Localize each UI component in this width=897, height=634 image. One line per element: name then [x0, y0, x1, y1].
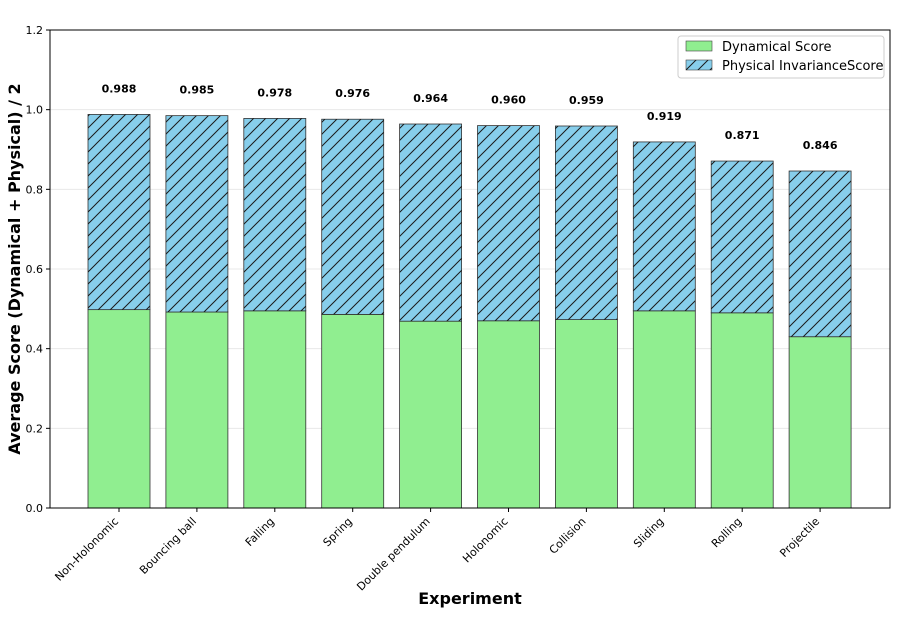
x-tick-label: Collision	[547, 515, 589, 557]
bar-physical-invariance-hatch	[789, 171, 852, 337]
y-tick-label: 0.6	[26, 263, 44, 276]
y-axis-title: Average Score (Dynamical + Physical) / 2	[5, 83, 24, 454]
x-tick-label: Rolling	[709, 515, 744, 550]
bar-total-label: 0.919	[647, 110, 682, 123]
bar-dynamical-score	[477, 320, 540, 509]
bar-total-label: 0.985	[180, 84, 215, 97]
bar-total-label: 0.964	[413, 92, 448, 105]
bar-dynamical-score	[243, 310, 307, 509]
bar-physical-invariance-hatch	[88, 114, 150, 310]
legend-swatch-physical-hatch	[686, 60, 712, 70]
bar-total-label: 0.960	[491, 94, 526, 107]
bar-physical-invariance-hatch	[555, 125, 618, 320]
bar-dynamical-score	[399, 320, 463, 509]
y-tick-label: 1.0	[26, 104, 44, 117]
x-tick-label: Falling	[243, 515, 277, 549]
bar-dynamical-score	[710, 312, 774, 509]
bar-total-label: 0.959	[569, 94, 604, 107]
legend-label-physical: Physical InvarianceScore	[722, 59, 883, 74]
legend-swatch-dynamical	[685, 40, 713, 52]
x-tick-label: Holonomic	[460, 515, 510, 565]
bar-physical-invariance-hatch	[477, 125, 540, 321]
bar-dynamical-score	[87, 309, 151, 509]
bar-physical-invariance-hatch	[243, 118, 306, 311]
y-tick-label: 1.2	[26, 24, 44, 37]
y-tick-label: 0.8	[26, 183, 44, 196]
bar-physical-invariance-hatch	[711, 161, 774, 313]
legend-box	[677, 35, 885, 79]
bar-physical-invariance-hatch	[633, 141, 696, 311]
bar-total-label: 0.871	[725, 129, 760, 142]
bar-total-label: 0.846	[803, 139, 838, 152]
bar-dynamical-score	[632, 310, 696, 509]
bar-dynamical-score	[321, 314, 385, 509]
x-tick-label: Spring	[321, 515, 355, 549]
bar-total-label: 0.976	[335, 87, 370, 100]
bar-dynamical-score	[165, 311, 229, 509]
x-tick-label: Bouncing ball	[137, 515, 199, 577]
legend: Dynamical Score Physical InvarianceScore	[677, 35, 885, 79]
y-tick-label: 0.4	[26, 343, 44, 356]
x-axis-title: Experiment	[418, 589, 522, 608]
y-tick-label: 0.0	[26, 502, 44, 515]
bar-total-label: 0.988	[102, 82, 137, 95]
y-tick-label: 0.2	[26, 422, 44, 435]
bar-physical-invariance-hatch	[321, 119, 384, 315]
x-tick-label: Non-Holonomic	[52, 515, 121, 584]
bar-dynamical-score	[788, 336, 852, 509]
x-tick-label: Projectile	[777, 515, 822, 560]
bar-physical-invariance-hatch	[165, 115, 228, 313]
bar-physical-invariance-hatch	[399, 124, 462, 322]
x-tick-label: Sliding	[631, 515, 666, 550]
bar-total-label: 0.978	[257, 86, 292, 99]
legend-label-dynamical: Dynamical Score	[722, 40, 831, 55]
x-tick-label: Double pendulum	[354, 515, 432, 593]
bar-dynamical-score	[555, 319, 618, 509]
